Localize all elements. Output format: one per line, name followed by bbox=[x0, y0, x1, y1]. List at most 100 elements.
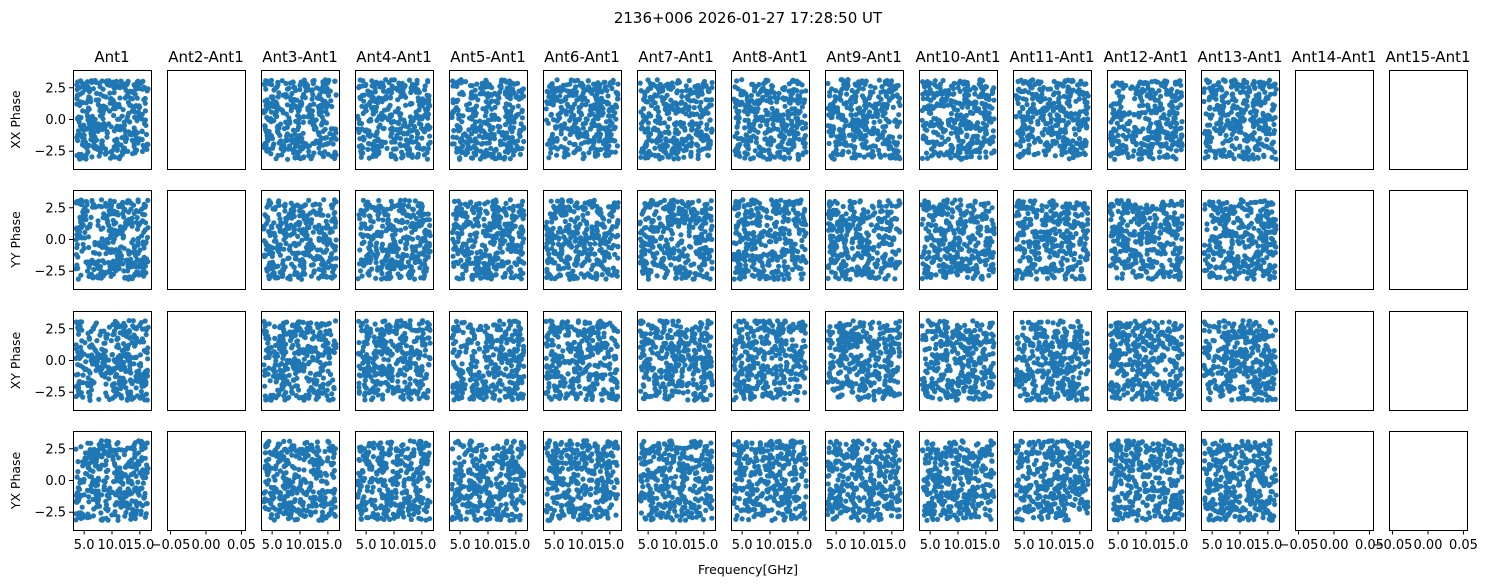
data-point bbox=[124, 81, 130, 87]
data-point bbox=[93, 125, 100, 131]
data-point bbox=[333, 126, 339, 132]
data-point bbox=[116, 230, 122, 236]
data-point bbox=[951, 99, 957, 105]
data-point bbox=[767, 156, 773, 162]
axes-frame bbox=[73, 70, 152, 170]
data-point bbox=[507, 96, 513, 102]
data-point bbox=[666, 107, 673, 113]
data-point bbox=[460, 113, 466, 119]
data-point bbox=[705, 110, 711, 116]
subplot-yy-phase-col-1 bbox=[73, 190, 152, 290]
data-point bbox=[675, 156, 682, 162]
data-point bbox=[140, 78, 146, 84]
data-point bbox=[515, 103, 521, 109]
data-point bbox=[291, 150, 297, 156]
data-point bbox=[398, 116, 404, 122]
data-point bbox=[612, 138, 618, 144]
data-point bbox=[306, 197, 312, 203]
subplot-xx-phase-col-10 bbox=[919, 70, 998, 170]
data-point bbox=[273, 245, 279, 251]
data-point bbox=[1257, 124, 1263, 130]
data-point bbox=[261, 108, 267, 114]
data-point bbox=[1235, 81, 1241, 87]
data-point bbox=[990, 128, 996, 134]
data-point bbox=[283, 137, 289, 144]
data-point bbox=[1206, 144, 1212, 150]
data-point bbox=[459, 89, 465, 95]
data-point bbox=[1133, 142, 1139, 148]
data-point bbox=[1266, 77, 1273, 83]
data-point bbox=[291, 84, 297, 90]
data-point bbox=[1176, 137, 1183, 143]
data-point bbox=[506, 115, 512, 121]
data-point bbox=[113, 125, 119, 131]
data-point bbox=[682, 137, 689, 143]
data-point bbox=[102, 151, 109, 157]
data-point bbox=[492, 90, 498, 96]
data-point bbox=[1269, 141, 1275, 147]
data-point bbox=[945, 136, 952, 142]
data-point bbox=[502, 136, 508, 142]
data-point bbox=[1214, 87, 1220, 93]
data-point bbox=[1063, 113, 1069, 119]
data-point bbox=[1055, 90, 1062, 96]
y-axis-label: YX Phase bbox=[8, 451, 23, 510]
data-point bbox=[1240, 80, 1246, 86]
data-point bbox=[756, 81, 762, 88]
data-point bbox=[584, 133, 590, 139]
data-point bbox=[1135, 151, 1142, 157]
data-point bbox=[301, 203, 307, 209]
data-point bbox=[78, 132, 84, 138]
data-point bbox=[415, 95, 421, 101]
data-point bbox=[1150, 156, 1156, 162]
data-point bbox=[145, 197, 151, 203]
data-point bbox=[406, 77, 413, 83]
data-point bbox=[409, 134, 415, 140]
data-point bbox=[276, 211, 282, 218]
data-point bbox=[1225, 121, 1232, 127]
y-tick-label: −2.5 bbox=[34, 265, 66, 280]
data-point bbox=[388, 133, 394, 139]
data-point bbox=[674, 80, 680, 86]
data-point bbox=[758, 146, 764, 152]
data-point bbox=[139, 128, 145, 134]
data-point bbox=[1163, 121, 1170, 127]
data-point bbox=[320, 79, 326, 85]
data-point bbox=[1271, 121, 1277, 128]
data-point bbox=[382, 95, 388, 101]
data-point bbox=[1083, 122, 1089, 128]
data-point bbox=[665, 129, 671, 135]
data-point bbox=[977, 154, 983, 161]
data-point bbox=[648, 151, 654, 157]
subplot-xx-phase-col-7 bbox=[637, 70, 716, 170]
data-point bbox=[278, 138, 284, 144]
data-point bbox=[322, 149, 328, 155]
data-point bbox=[414, 77, 420, 83]
data-point bbox=[895, 82, 901, 89]
data-point bbox=[1158, 143, 1164, 149]
data-point bbox=[325, 151, 331, 157]
data-point bbox=[859, 93, 866, 99]
data-point bbox=[261, 254, 268, 260]
data-point bbox=[271, 118, 277, 124]
data-point bbox=[319, 120, 325, 126]
data-point bbox=[145, 259, 151, 265]
data-point bbox=[826, 140, 832, 147]
data-point bbox=[73, 225, 79, 231]
data-point bbox=[838, 97, 844, 103]
data-point bbox=[679, 99, 685, 105]
data-point bbox=[491, 136, 498, 142]
data-point bbox=[1163, 141, 1169, 147]
data-point bbox=[104, 240, 110, 246]
data-point bbox=[803, 88, 809, 94]
data-point bbox=[991, 116, 997, 122]
data-point bbox=[124, 136, 130, 142]
data-point bbox=[314, 95, 320, 101]
data-point bbox=[288, 200, 294, 206]
data-point bbox=[359, 103, 365, 109]
data-point bbox=[479, 153, 485, 159]
data-point bbox=[270, 94, 276, 100]
data-point bbox=[143, 239, 149, 245]
data-point bbox=[266, 128, 272, 135]
data-point bbox=[379, 139, 385, 146]
